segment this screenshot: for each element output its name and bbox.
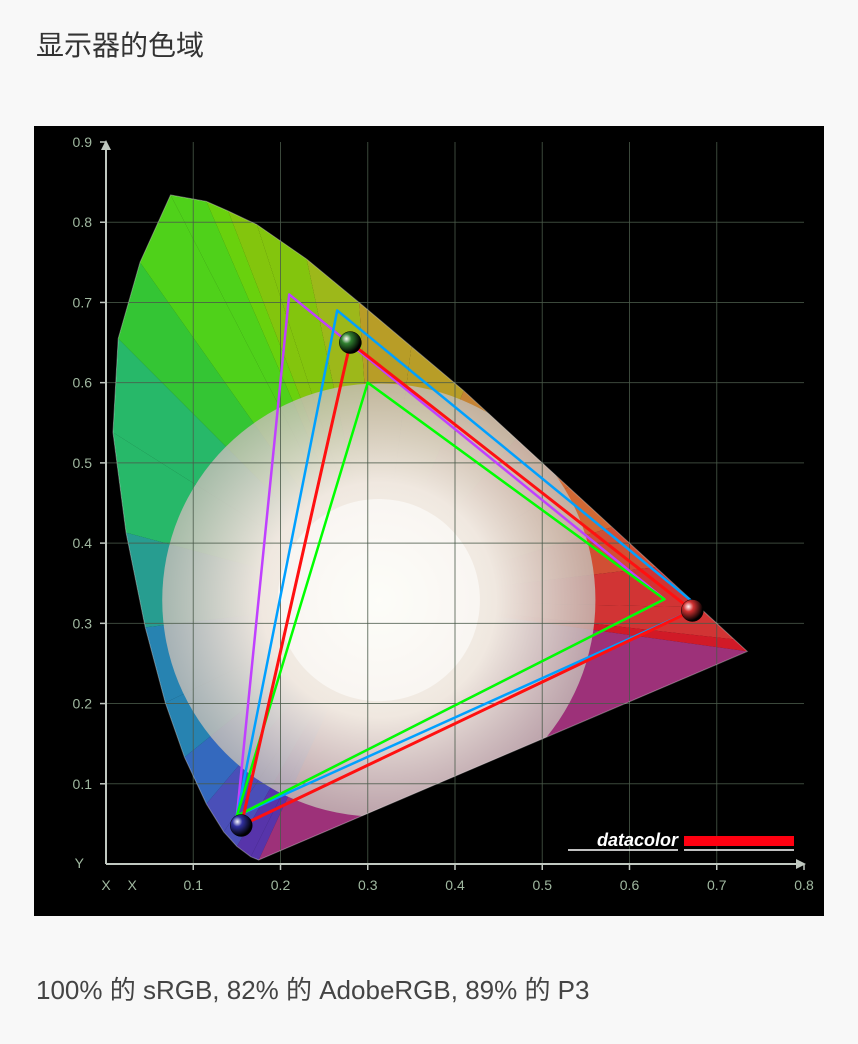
svg-text:X: X [101, 877, 111, 893]
svg-text:0.1: 0.1 [184, 877, 204, 893]
svg-text:0.8: 0.8 [794, 877, 814, 893]
page-title: 显示器的色域 [0, 0, 858, 64]
svg-text:datacolor: datacolor [597, 830, 679, 850]
svg-text:0.2: 0.2 [73, 696, 93, 712]
svg-text:0.1: 0.1 [73, 776, 93, 792]
svg-text:0.6: 0.6 [620, 877, 640, 893]
svg-text:0.4: 0.4 [73, 535, 93, 551]
svg-text:0.4: 0.4 [445, 877, 465, 893]
svg-text:0.5: 0.5 [533, 877, 553, 893]
svg-text:0.3: 0.3 [358, 877, 378, 893]
svg-text:0.2: 0.2 [271, 877, 291, 893]
svg-text:0.3: 0.3 [73, 615, 93, 631]
svg-text:0.7: 0.7 [73, 294, 93, 310]
svg-text:Y: Y [75, 855, 85, 871]
svg-text:0.9: 0.9 [73, 134, 93, 150]
svg-text:0.8: 0.8 [73, 214, 93, 230]
svg-text:0.6: 0.6 [73, 375, 93, 391]
svg-text:0.5: 0.5 [73, 455, 93, 471]
svg-text:X: X [128, 877, 138, 893]
gamut-chart: 0.1 0.2 0.3 0.4 0.5 0.6 0.7 0.8 0.1 0.2 0.3 0.4 0.5 0… [34, 126, 824, 916]
caption: 100% 的 sRGB, 82% 的 AdobeRGB, 89% 的 P3 [36, 970, 589, 1007]
gamut-chart-svg: 0.1 0.2 0.3 0.4 0.5 0.6 0.7 0.8 0.1 0.2 0.3 0.4 0.5 0… [34, 126, 824, 916]
svg-text:0.7: 0.7 [707, 877, 727, 893]
